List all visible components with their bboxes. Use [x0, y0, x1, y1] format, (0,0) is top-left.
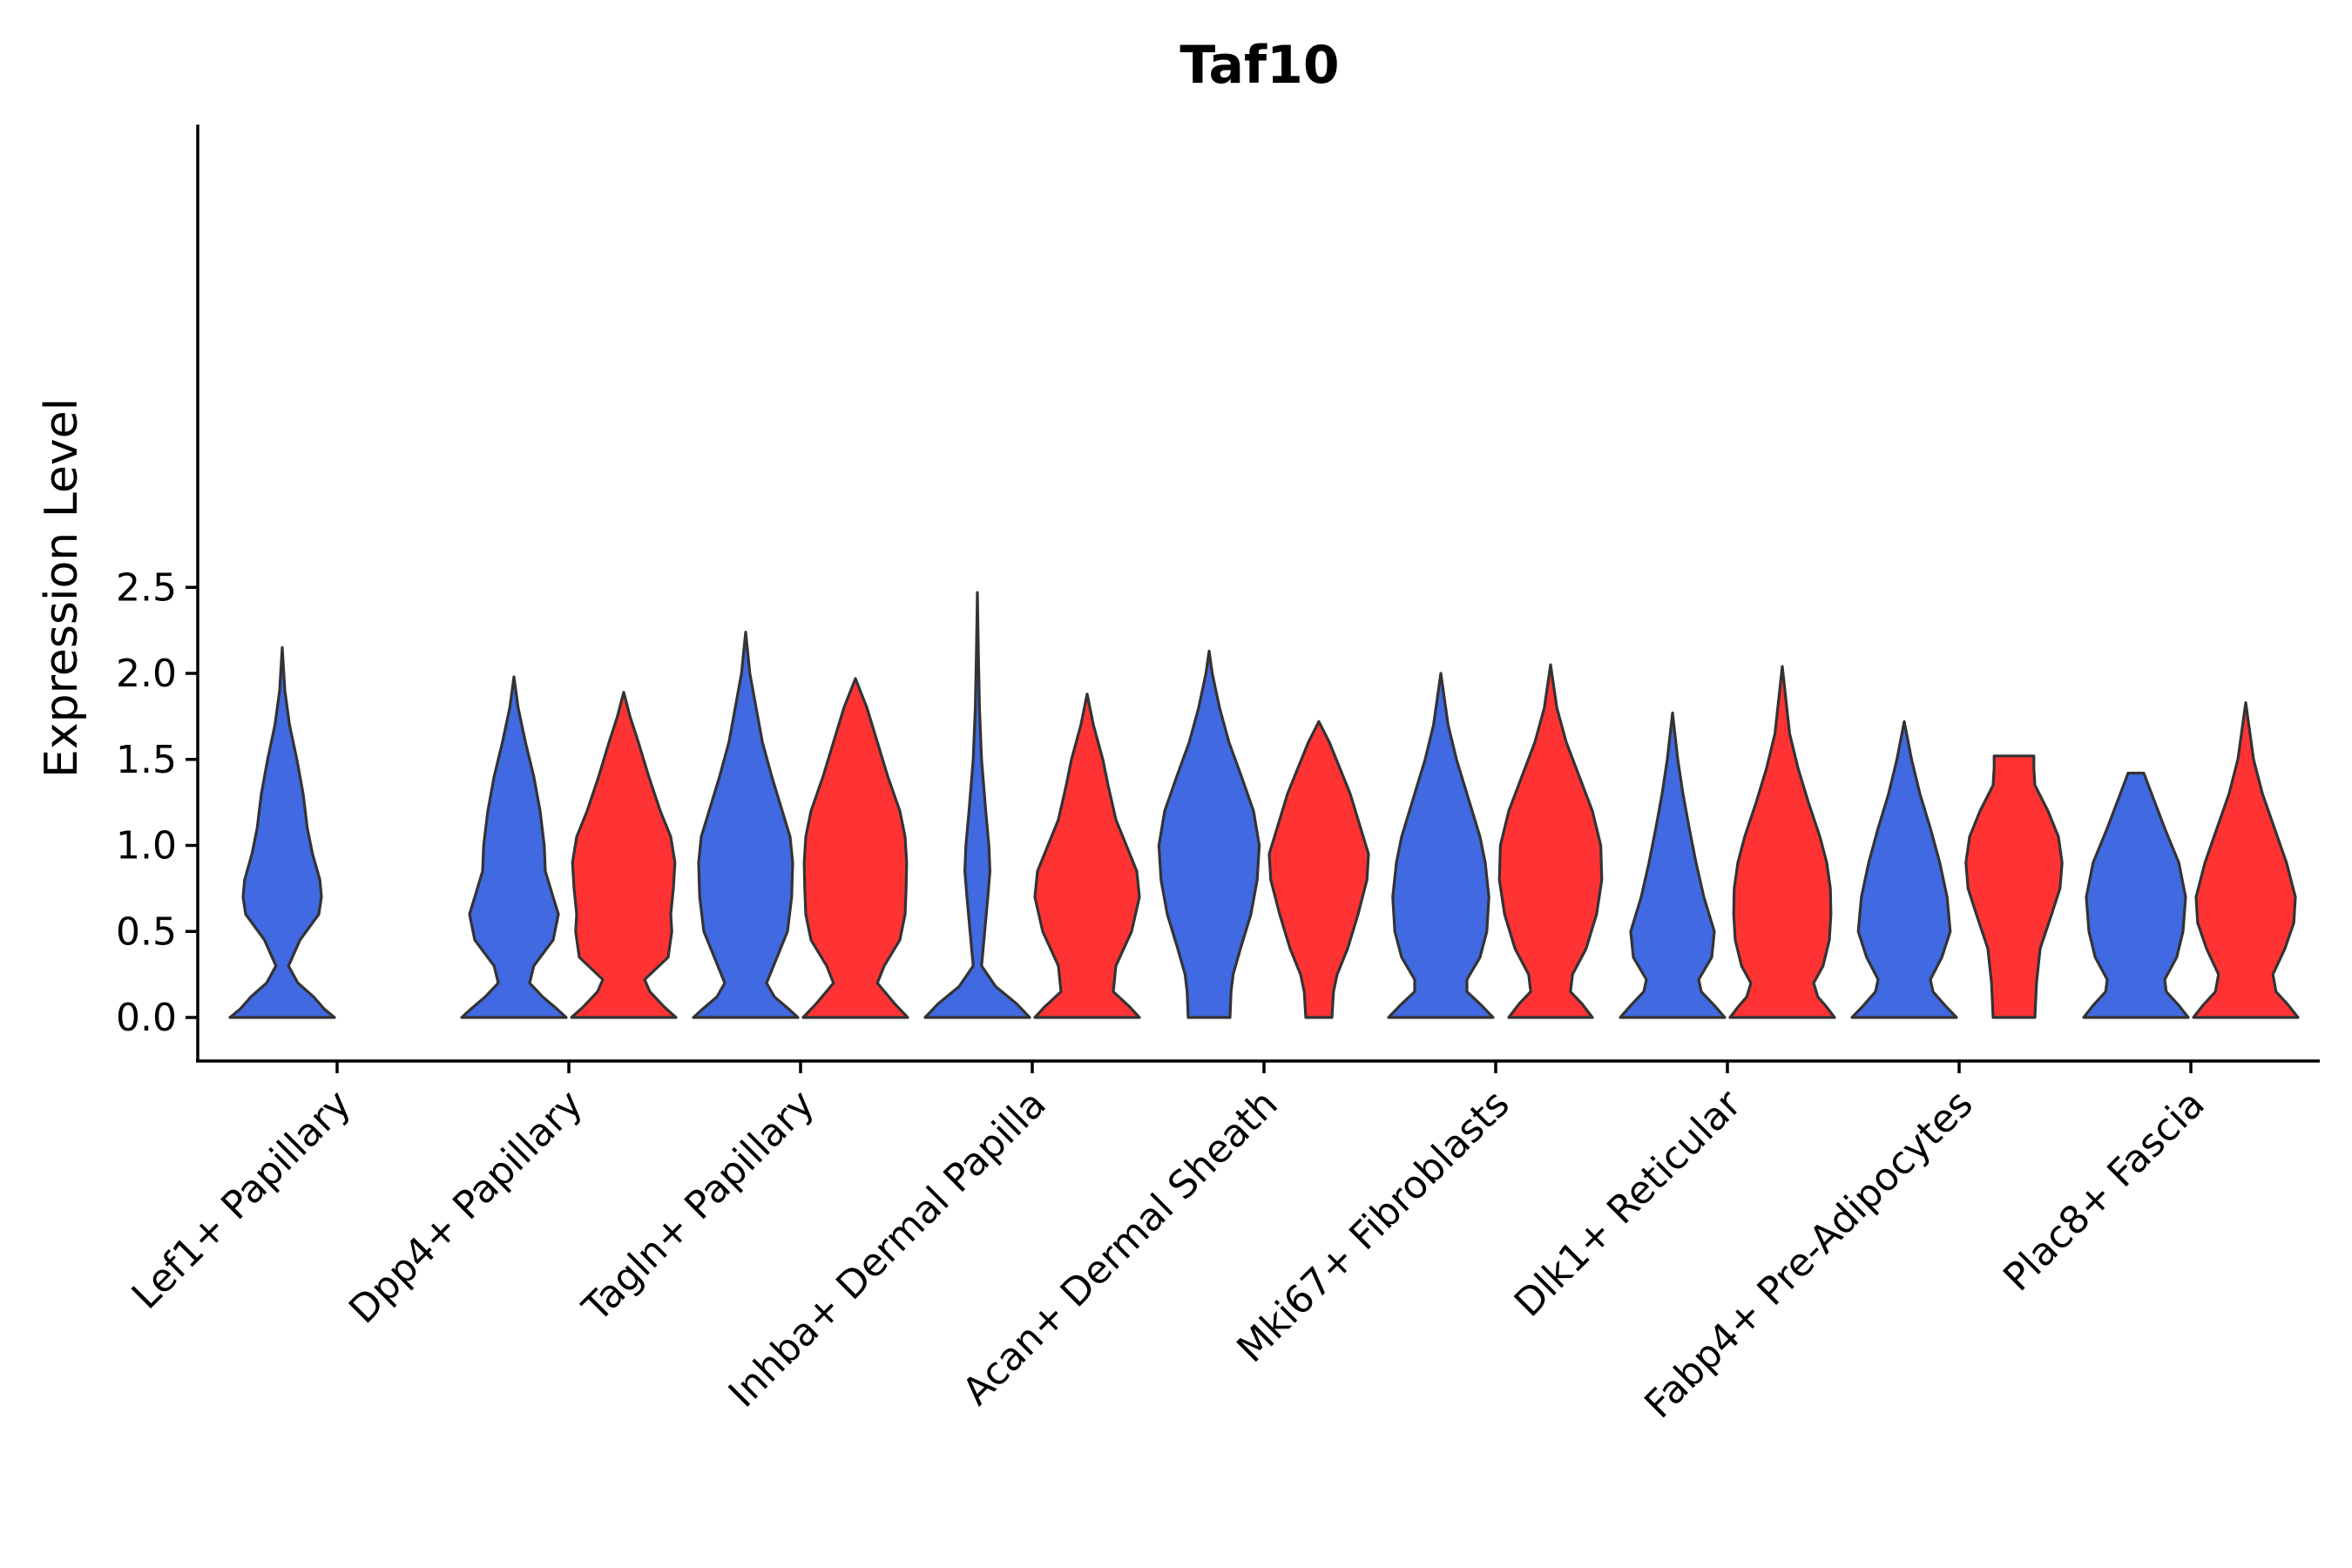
category-label: Tagln+ Papillary: [574, 1082, 823, 1331]
category-label: Plac8+ Fascia: [1995, 1082, 2213, 1301]
violin-group1: [1157, 649, 1261, 1019]
category-label: Lef1+ Papillary: [124, 1082, 360, 1318]
y-tick-label: 2.5: [116, 565, 177, 610]
category-label: Dlk1+ Reticular: [1506, 1081, 1751, 1326]
violin-group2: [1267, 720, 1370, 1019]
y-ticks: 0.0 0.5 1.0 1.5 2.0 2.5: [116, 565, 198, 1040]
violin-group2: [1497, 663, 1604, 1019]
category-label: Dpp4+ Papillary: [341, 1082, 591, 1333]
y-tick-label: 1.0: [116, 824, 177, 868]
violin-group1: [923, 591, 1031, 1019]
violins-layer: [228, 591, 2300, 1019]
violin-group1: [692, 631, 800, 1019]
violin-group1: [1619, 711, 1727, 1019]
violin-group1: [2082, 771, 2190, 1019]
y-tick-label: 1.5: [116, 738, 177, 782]
violin-group1: [460, 675, 568, 1019]
violin-group2: [570, 691, 678, 1019]
violin-group2: [1728, 665, 1836, 1019]
y-tick-label: 0.0: [116, 996, 177, 1040]
violin-group2: [1033, 693, 1141, 1019]
y-tick-label: 0.5: [116, 909, 177, 954]
violin-group1: [228, 645, 336, 1019]
violin-group1: [1850, 720, 1958, 1019]
chart-title: Taf10: [1179, 35, 1339, 96]
y-tick-label: 2.0: [116, 652, 177, 696]
violin-group2: [1964, 754, 2064, 1019]
violin-group1: [1387, 672, 1495, 1019]
axes-layer: [196, 125, 2320, 1063]
y-axis-label: Expression Level: [36, 398, 88, 778]
violin-group2: [801, 677, 909, 1019]
violin-group2: [2192, 701, 2300, 1019]
